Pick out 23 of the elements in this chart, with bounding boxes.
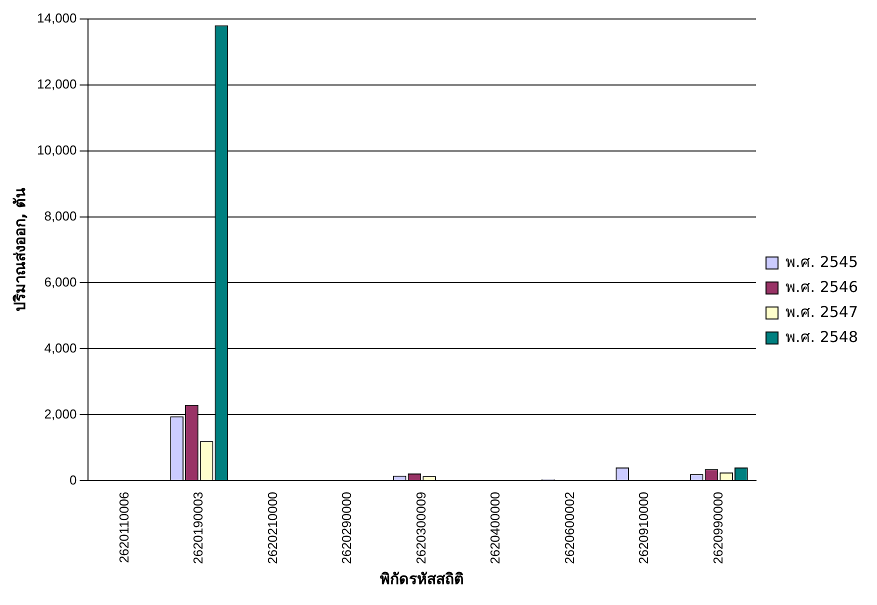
x-tick-label: 2620910000 [636,492,652,564]
y-tick-label: 0 [70,472,77,488]
x-tick-label: 2620990000 [710,492,726,564]
legend-label: พ.ศ. 2546 [786,278,858,296]
y-tick-label: 6,000 [44,274,77,290]
y-tick-label: 14,000 [36,10,77,26]
y-tick-label: 8,000 [44,208,77,224]
y-tick-label: 4,000 [44,340,77,356]
x-tick-label: 2620600002 [562,492,577,564]
x-tick-label: 2620190003 [190,492,206,564]
y-axis-title: ปริมาณส่งออก, ตัน [10,186,29,312]
x-tick-label: 2620210000 [264,492,280,564]
y-tick-label: 10,000 [36,142,77,158]
legend-label: พ.ศ. 2548 [786,328,858,346]
x-tick-label: 2620110006 [116,492,132,564]
x-tick-label: 2620300009 [413,492,428,564]
y-tick-label: 2,000 [44,406,77,422]
x-tick-label: 2620400000 [488,492,503,564]
x-axis-title: พิกัดรหัสสถิติ [380,570,464,588]
x-tick-label: 2620290000 [339,492,354,564]
y-tick-label: 12,000 [36,76,77,92]
legend-label: พ.ศ. 2547 [786,302,858,321]
legend-label: พ.ศ. 2545 [786,252,858,271]
